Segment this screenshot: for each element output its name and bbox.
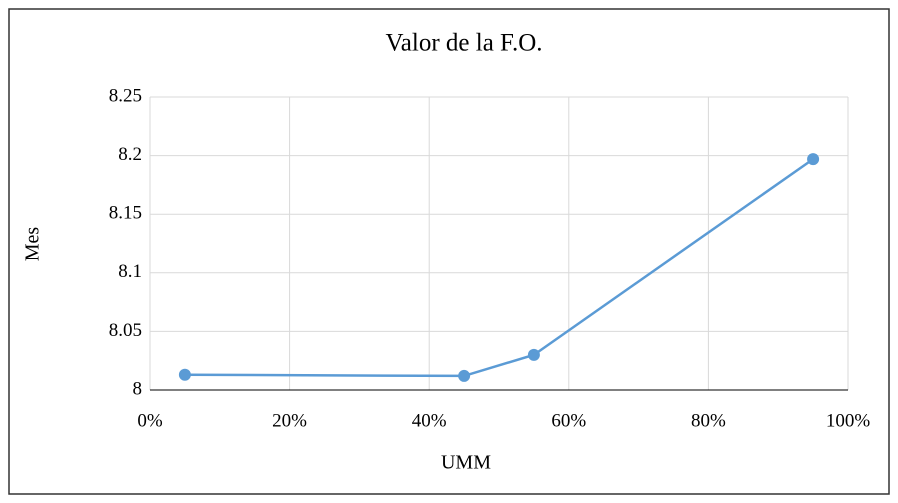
- marker: [807, 153, 820, 166]
- y-tick-label: 8.05: [109, 320, 142, 341]
- y-axis-label: Mes: [22, 227, 44, 262]
- x-tick-label: 20%: [272, 410, 307, 431]
- y-tick-label: 8: [133, 378, 143, 399]
- marker: [178, 368, 191, 381]
- chart-frame: [8, 8, 890, 495]
- y-tick-label: 8.15: [109, 203, 142, 224]
- x-tick-label: 40%: [412, 410, 447, 431]
- x-tick-label: 0%: [137, 410, 163, 431]
- x-tick-label: 100%: [826, 410, 871, 431]
- y-tick-label: 8.25: [109, 85, 142, 106]
- marker: [527, 348, 540, 361]
- y-tick-label: 8.1: [118, 261, 142, 282]
- x-tick-label: 60%: [551, 410, 586, 431]
- line: [184, 158, 814, 378]
- y-tick-label: 8.2: [118, 144, 142, 165]
- chart-title: Valor de la F.O.: [386, 30, 543, 57]
- x-tick-label: 80%: [691, 410, 726, 431]
- x-axis-label: UMM: [441, 452, 491, 474]
- marker: [458, 369, 471, 382]
